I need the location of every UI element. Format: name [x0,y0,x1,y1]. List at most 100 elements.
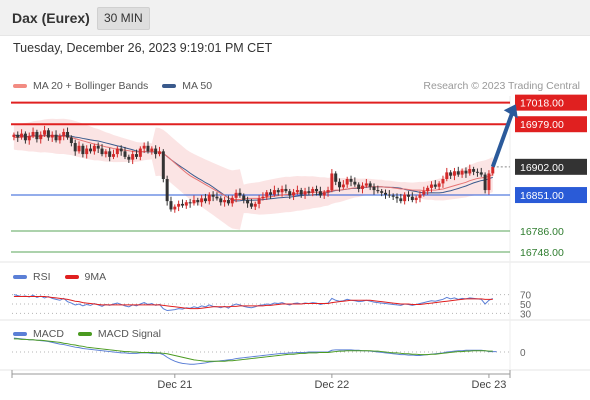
legend-label: MA 50 [182,80,213,92]
candle-body [315,188,319,192]
legend-label: MACD [33,328,64,340]
candle-body [188,202,192,204]
candle-body [242,195,246,201]
candle-body [81,145,85,155]
legend-label: 9MA [84,271,107,283]
level-label-16979.00: 16979.00 [515,116,587,133]
candle-body [184,202,188,206]
candle-body [66,131,70,138]
candle-body [157,151,161,155]
candle-body [154,148,158,155]
level-label-text: 17018.00 [520,98,564,110]
candle-body [146,145,150,152]
x-tick-label: Dec 22 [314,379,349,391]
candle-body [399,198,403,202]
candle-body [119,148,123,152]
candle-body [20,133,24,138]
candle-body [230,197,234,204]
legend-swatch [77,332,92,336]
candle-body [295,190,299,193]
candle-body [161,151,165,179]
level-label-16851.00: 16851.00 [515,187,587,204]
candle-body [376,190,380,192]
ma20-line [13,135,493,200]
candle-body [46,130,50,138]
candle-body [311,188,315,193]
level-label-box [515,158,587,175]
candle-body [177,203,181,207]
candle-body [173,206,177,210]
forecast-arrow-shaft [490,110,515,168]
candle-body [472,169,476,172]
legend-label: MA 20 + Bollinger Bands [33,80,149,92]
candle-body [479,172,483,175]
candle-body [322,192,326,196]
candles [12,125,495,213]
candle-body [169,201,173,210]
level-label-text: 16979.00 [520,119,564,131]
rsi-ma9-line [13,296,493,310]
candle-body [62,131,66,136]
candle-body [429,184,433,188]
candle-body [384,192,387,195]
candle-body [69,137,73,144]
candle-body [460,170,464,175]
candle-body [464,170,468,174]
candle-body [280,188,284,193]
credit-label: Research © 2023 Trading Central [423,80,580,92]
candle-body [203,198,207,202]
candle-body [100,148,104,155]
legend-item-rsi: RSI [13,271,51,283]
candle-body [368,183,372,187]
level-label-16786.00: 16786.00 [520,226,564,238]
legend-swatch [162,84,177,88]
candle-body [104,151,108,155]
candle-body [437,183,441,187]
candle-body [211,194,215,197]
candle-body [418,194,422,198]
legend-swatch [13,332,27,336]
candle-body [238,192,242,196]
candle-body [288,191,292,196]
candle-body [115,148,119,155]
legend-item-ma50: MA 50 [162,80,212,92]
candle-body [483,174,487,191]
bollinger-band [13,118,493,230]
candle-body [265,192,269,197]
candle-body [292,192,296,196]
level-label-17018.00: 17018.00 [515,94,587,111]
candle-body [307,191,311,193]
candle-body [303,191,307,195]
candle-body [330,173,334,191]
candle-body [269,192,273,195]
candle-body [73,143,77,152]
legend-item-bollinger: MA 20 + Bollinger Bands [13,80,148,92]
candle-body [108,151,112,157]
candle-body [422,191,426,195]
candle-body [345,179,349,185]
candle-body [272,190,276,195]
candle-body [406,194,410,197]
candle-body [35,131,39,140]
level-label-text: 16786.00 [520,226,564,238]
level-label-text: 16902.00 [520,162,564,174]
candle-body [475,171,479,173]
timeframe-button[interactable]: 30 MIN [97,7,150,30]
candle-body [39,134,43,140]
level-label-box [515,94,587,111]
candle-body [249,203,253,207]
candle-body [219,198,223,203]
candle-body [361,185,365,189]
chart-header: Dax (Eurex) 30 MIN [0,0,590,36]
candle-body [491,166,495,174]
candle-body [31,131,35,136]
legend-item-macd: MACD [13,328,64,340]
candle-body [284,188,288,192]
candle-body [349,179,353,182]
level-label-text: 16748.00 [520,247,564,259]
candle-body [112,154,116,157]
level-label-text: 16851.00 [520,190,564,202]
candle-body [276,190,280,193]
instrument-title: Dax (Eurex) [12,10,90,26]
